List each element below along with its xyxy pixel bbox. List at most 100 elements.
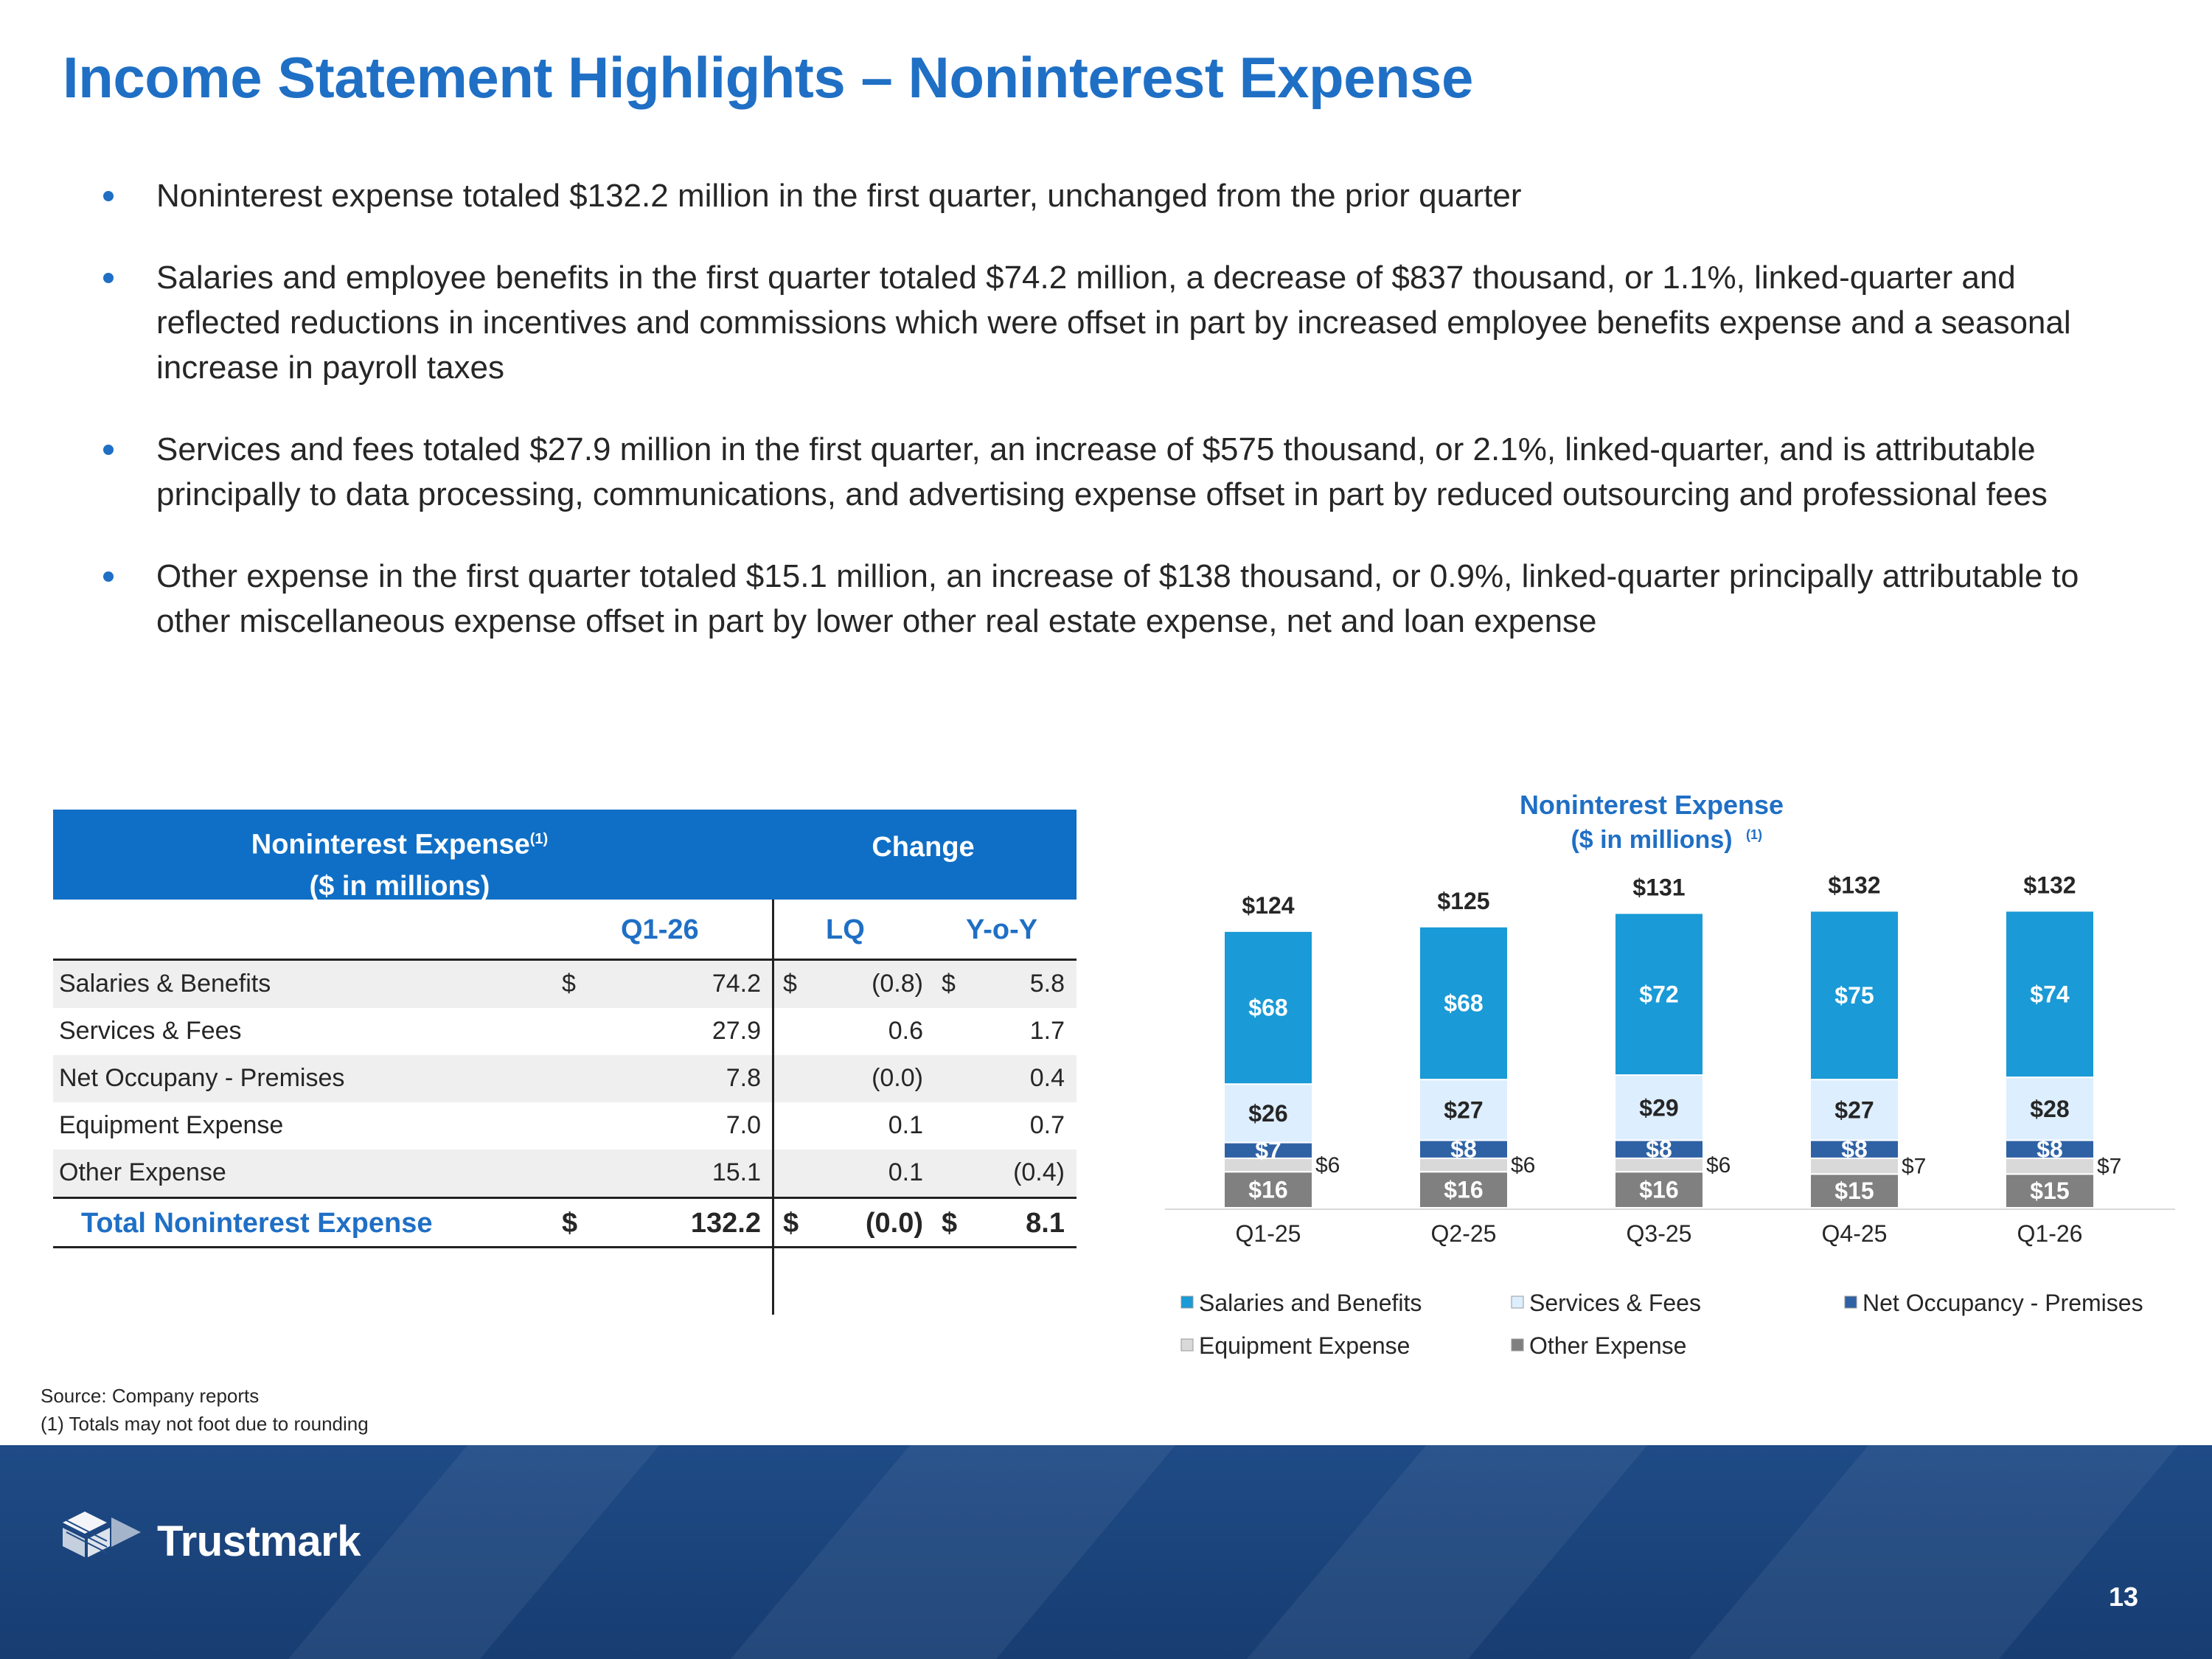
table-title-footnote: (1)	[529, 831, 549, 847]
value-yoy: (0.4)	[1013, 1158, 1065, 1186]
total-label: $132	[2023, 872, 2076, 898]
value-yoy: 0.7	[1029, 1111, 1065, 1139]
value-q: 27.9	[712, 1017, 761, 1045]
bullet-item: Noninterest expense totaled $132.2 milli…	[96, 173, 2146, 218]
row-label: Salaries & Benefits	[59, 970, 271, 998]
legend-swatch	[1844, 1295, 1857, 1309]
total-label: $132	[1828, 872, 1880, 898]
bar-segment	[1614, 912, 1704, 1077]
table-divider	[772, 900, 774, 1315]
bar-segment	[1419, 1139, 1509, 1159]
row-label: Net Occupany - Premises	[59, 1064, 345, 1092]
bar-segment	[1223, 1083, 1313, 1144]
chart-subtitle-footnote: (1)	[1746, 827, 1762, 842]
change-header: Change	[872, 832, 975, 863]
noninterest-expense-chart: Noninterest Expense ($ in millions) (1) $16…	[1165, 790, 2175, 1359]
value-yoy: 1.7	[1029, 1017, 1065, 1045]
bullet-item: Salaries and employee benefits in the fi…	[96, 255, 2146, 390]
page-number: 13	[2108, 1582, 2138, 1612]
bar-segment	[1419, 1079, 1509, 1141]
data-label: $7	[1902, 1155, 1926, 1179]
bar-segment	[1223, 930, 1313, 1085]
table-row: Equipment Expense 7.0 0.1 0.7	[53, 1102, 1077, 1150]
data-label: $6	[1315, 1153, 1340, 1178]
row-label: Other Expense	[59, 1158, 226, 1186]
value-q: 74.2	[712, 970, 761, 998]
bullet-item: Services and fees totaled $27.9 million …	[96, 427, 2146, 517]
category-label: Q1-25	[1236, 1220, 1301, 1247]
value-q: 7.0	[726, 1111, 761, 1139]
brand-logo: Trustmark	[63, 1512, 361, 1571]
rounding-note: (1) Totals may not foot due to rounding	[41, 1413, 369, 1435]
bar-segment	[1809, 1139, 1899, 1159]
bullet-dot	[103, 191, 114, 201]
bar-segment	[2005, 1173, 2095, 1208]
category-label: Q4-25	[1822, 1220, 1888, 1247]
data-label: $16	[1639, 1177, 1678, 1203]
value-lq: (0.8)	[872, 970, 923, 998]
column-headers: Q1-26 LQ Y-o-Y	[53, 900, 1077, 961]
legend-label: Services & Fees	[1529, 1290, 1701, 1316]
data-label: $72	[1639, 981, 1678, 1007]
total-label: $125	[1437, 888, 1489, 914]
legend-label: Net Occupancy - Premises	[1863, 1290, 2143, 1316]
bar-segment	[1419, 1171, 1509, 1209]
bullet-text: Salaries and employee benefits in the fi…	[156, 260, 2071, 386]
legend-swatch	[1180, 1295, 1194, 1309]
value-lq: 0.6	[888, 1017, 923, 1045]
bar-segment	[1809, 910, 1899, 1081]
dollar-sign: $	[783, 970, 797, 998]
page-title: Income Statement Highlights – Noninteres…	[63, 45, 1473, 110]
value-q: 15.1	[712, 1158, 761, 1186]
footer-stripe	[1203, 1445, 1672, 1659]
value-q: 132.2	[690, 1208, 761, 1239]
value-lq: (0.0)	[872, 1064, 923, 1092]
dollar-sign: $	[942, 970, 956, 998]
bullet-list: Noninterest expense totaled $132.2 milli…	[96, 173, 2146, 681]
value-lq: 0.1	[888, 1111, 923, 1139]
legend-swatch	[1180, 1338, 1194, 1352]
data-label: $68	[1444, 990, 1483, 1016]
footer-band: Trustmark 13	[0, 1445, 2212, 1659]
bullet-text: Services and fees totaled $27.9 million …	[156, 431, 2048, 512]
value-yoy: 0.4	[1029, 1064, 1065, 1092]
category-label: Q3-25	[1627, 1220, 1692, 1247]
row-label: Equipment Expense	[59, 1111, 284, 1139]
dollar-sign: $	[562, 1208, 578, 1239]
table-row: Other Expense 15.1 0.1 (0.4)	[53, 1150, 1077, 1197]
table-title: Noninterest Expense(1) ($ in millions)	[53, 818, 746, 907]
data-label: $15	[1834, 1178, 1874, 1204]
data-label: $16	[1444, 1177, 1483, 1203]
legend-swatch	[1511, 1295, 1524, 1309]
bar-segment	[2005, 1077, 2095, 1141]
value-lq: 0.1	[888, 1158, 923, 1186]
source-note: Source: Company reports	[41, 1385, 260, 1407]
col-lq: LQ	[826, 914, 865, 945]
table-header: Noninterest Expense(1) ($ in millions) C…	[53, 810, 1077, 902]
bullet-item: Other expense in the first quarter total…	[96, 554, 2146, 644]
legend-label: Equipment Expense	[1199, 1332, 1410, 1359]
table-row: Net Occupany - Premises 7.8 (0.0) 0.4	[53, 1055, 1077, 1102]
bullet-dot	[103, 571, 114, 582]
legend-label: Other Expense	[1529, 1332, 1686, 1359]
legend-label: Salaries and Benefits	[1199, 1290, 1422, 1316]
bar-segment	[1419, 925, 1509, 1081]
brand-name: Trustmark	[157, 1517, 361, 1565]
bar-segment	[1614, 1171, 1704, 1209]
value-yoy: 8.1	[1026, 1208, 1065, 1239]
value-q: 7.8	[726, 1064, 761, 1092]
footnotes: Source: Company reports (1) Totals may n…	[41, 1382, 369, 1438]
dollar-sign: $	[562, 970, 576, 998]
category-label: Q1-26	[2017, 1220, 2083, 1247]
col-q1-26: Q1-26	[621, 914, 699, 945]
data-label: $26	[1248, 1100, 1287, 1127]
table-row: Services & Fees 27.9 0.6 1.7	[53, 1008, 1077, 1055]
col-yoy: Y-o-Y	[966, 914, 1038, 945]
data-label: $16	[1248, 1177, 1287, 1203]
bullet-text: Other expense in the first quarter total…	[156, 558, 2079, 639]
data-label: $28	[2030, 1096, 2069, 1122]
table-title-line1: Noninterest Expense	[251, 829, 530, 860]
table-total-row: Total Noninterest Expense $ 132.2 $ (0.0…	[53, 1197, 1077, 1248]
bullet-dot	[103, 445, 114, 455]
data-label: $74	[2030, 981, 2070, 1007]
